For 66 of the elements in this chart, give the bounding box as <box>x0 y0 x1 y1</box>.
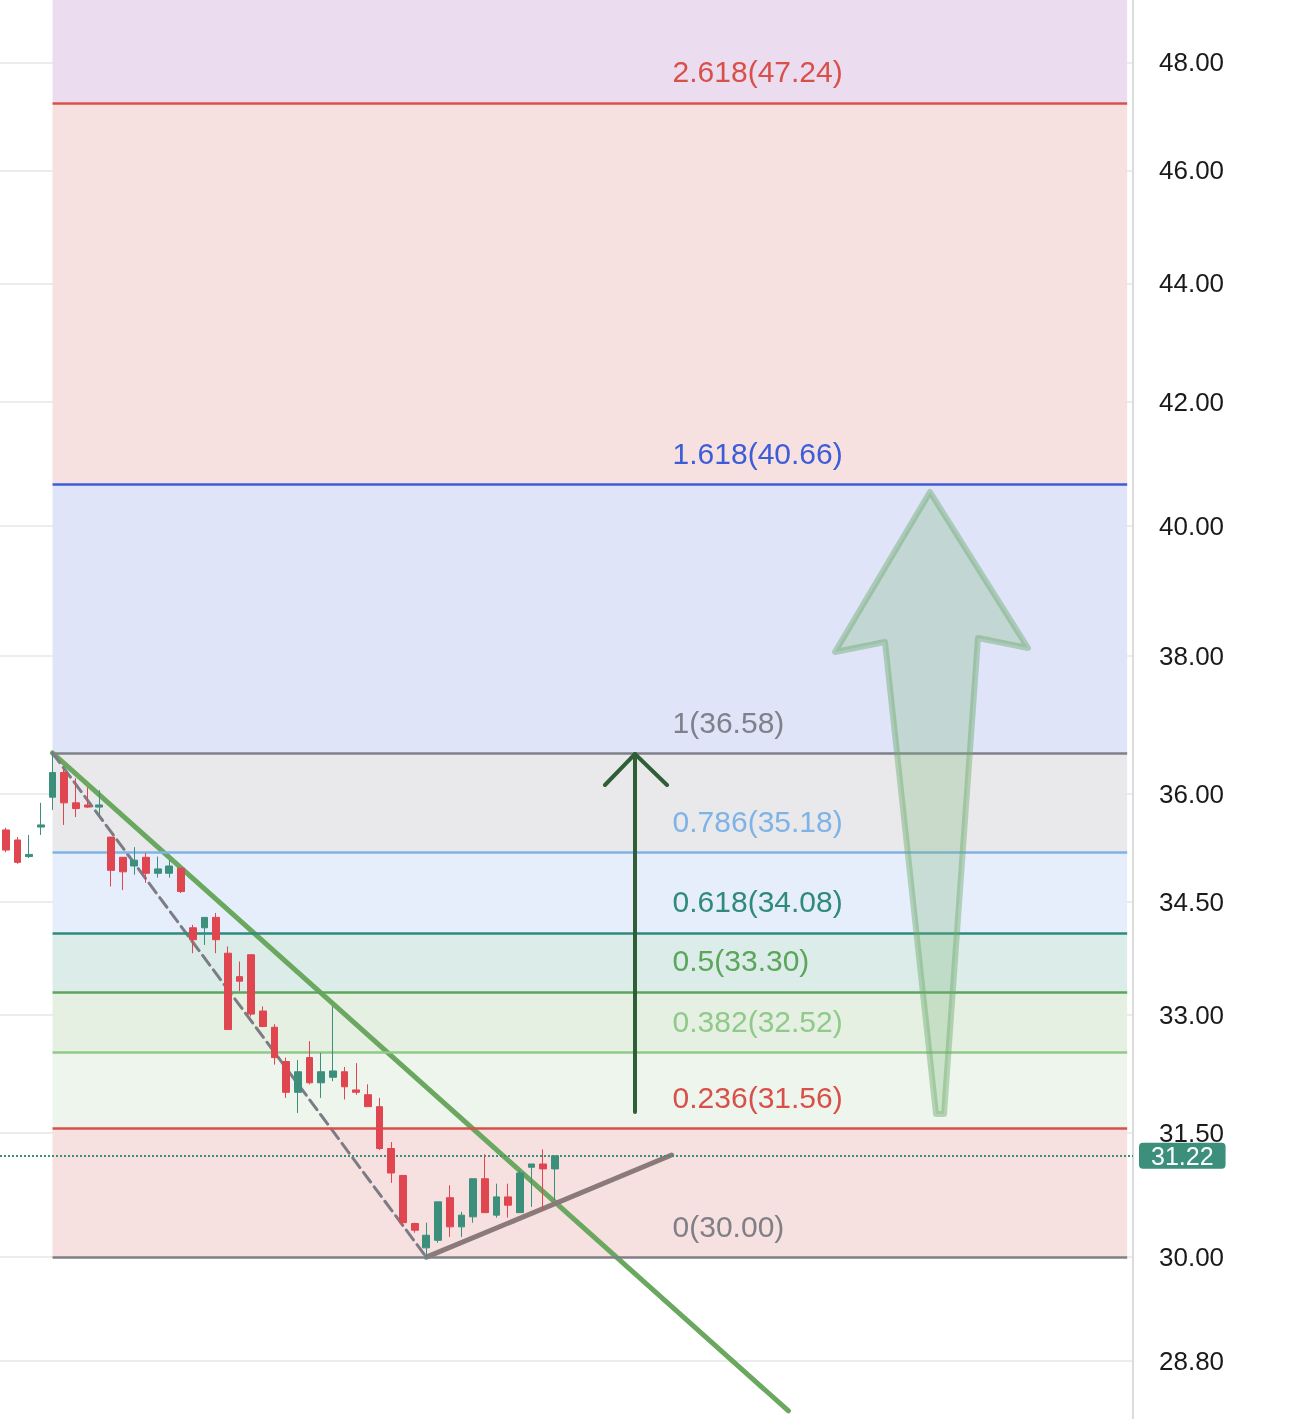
candlestick <box>107 836 115 887</box>
candlestick <box>49 752 56 811</box>
y-tick-label: 38.00 <box>1159 641 1225 672</box>
candlestick <box>411 1222 419 1234</box>
candlestick <box>259 1005 267 1028</box>
candlestick <box>95 789 103 816</box>
candlestick <box>434 1201 442 1244</box>
candlestick <box>2 827 10 853</box>
candlestick <box>352 1062 360 1096</box>
candlestick <box>422 1222 430 1258</box>
candlestick <box>84 786 91 809</box>
candlestick <box>528 1163 535 1208</box>
candlestick <box>271 1023 278 1066</box>
candlestick <box>504 1183 512 1219</box>
ref-line-label: 2.618(47.24) <box>672 55 843 89</box>
candlestick <box>247 954 255 1017</box>
candlestick <box>37 802 45 836</box>
y-tick-label: 42.00 <box>1159 386 1225 417</box>
y-tick-label: 34.50 <box>1159 886 1225 917</box>
candlestick <box>458 1211 465 1238</box>
ref-line-label: 0.236(31.56) <box>672 1080 843 1114</box>
candlestick <box>72 777 80 818</box>
ref-line-label: 0.382(32.52) <box>672 1004 843 1038</box>
candlestick <box>329 1005 337 1082</box>
candlestick <box>516 1170 524 1214</box>
y-tick-label: 48.00 <box>1159 47 1225 78</box>
candlestick <box>224 945 232 1031</box>
candlestick <box>317 1052 325 1099</box>
candlestick <box>130 846 138 876</box>
candlestick <box>236 961 243 992</box>
ref-line-label: 0.5(33.30) <box>672 944 810 978</box>
candlestick <box>481 1153 489 1214</box>
y-tick-label: 44.00 <box>1159 268 1225 299</box>
candlestick <box>25 834 33 859</box>
candlestick <box>469 1178 477 1224</box>
candlestick <box>177 867 185 894</box>
ref-line-label: 0.618(34.08) <box>672 885 843 919</box>
y-tick-label: 33.00 <box>1159 999 1225 1030</box>
candlestick <box>341 1066 348 1100</box>
candlestick <box>142 852 150 884</box>
ref-line-label: 0(30.00) <box>672 1209 785 1243</box>
y-tick-label: 46.00 <box>1159 155 1225 186</box>
candlestick <box>189 924 197 954</box>
candlestick <box>493 1183 500 1219</box>
candlestick <box>282 1057 290 1099</box>
candlestick <box>60 767 68 826</box>
candlestick <box>294 1059 302 1114</box>
candlestick <box>399 1174 407 1228</box>
y-tick-label: 36.00 <box>1159 778 1225 809</box>
ref-line-label: 1.618(40.66) <box>672 436 843 470</box>
y-tick-label: 30.00 <box>1159 1242 1225 1273</box>
candlestick <box>212 912 220 954</box>
ref-line-label: 31.22 <box>1151 1141 1214 1170</box>
candlestick <box>165 859 173 879</box>
candlestick <box>154 856 162 879</box>
candlestick <box>539 1148 547 1211</box>
candlestick <box>446 1184 454 1238</box>
candlestick <box>387 1141 395 1184</box>
y-tick-label: 28.80 <box>1159 1345 1225 1376</box>
candlestick <box>306 1040 313 1085</box>
ref-line-label: 1(36.58) <box>672 705 785 739</box>
candlestick <box>14 836 21 865</box>
candlestick <box>364 1083 372 1108</box>
candlestick <box>119 856 127 891</box>
y-tick-label: 40.00 <box>1159 510 1225 541</box>
ref-line-label: 0.786(35.18) <box>672 804 843 838</box>
